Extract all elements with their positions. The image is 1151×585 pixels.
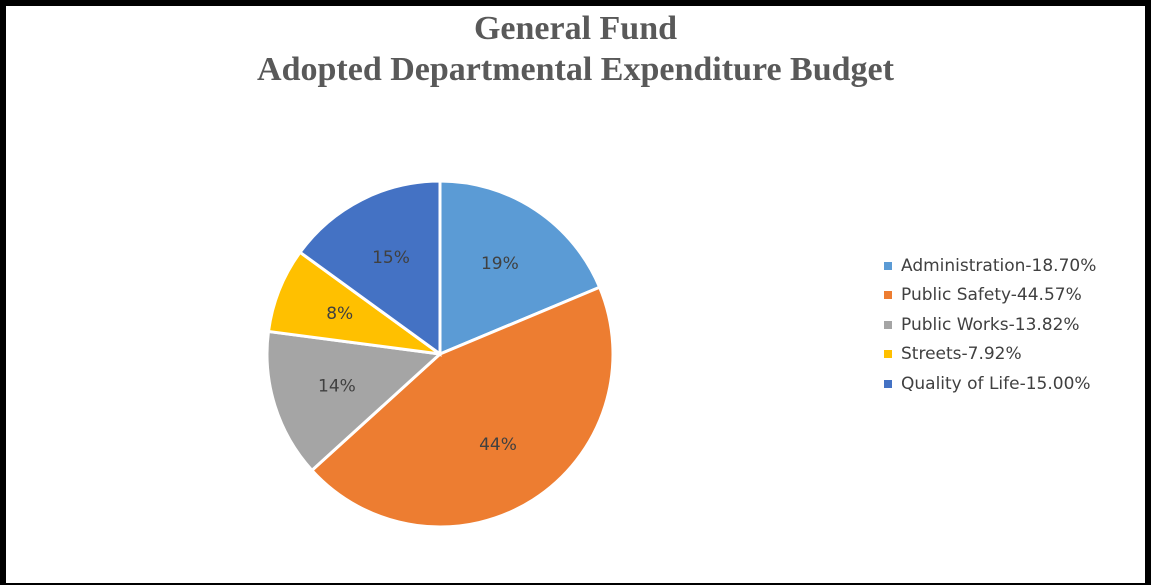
legend-swatch	[884, 261, 892, 270]
data-label-public-safety: 44%	[479, 435, 517, 455]
legend-swatch	[884, 320, 892, 329]
legend-item-administration: Administration-18.70%	[884, 251, 1096, 281]
chart-title-line-2: Adopted Departmental Expenditure Budget	[257, 51, 894, 88]
legend-label: Public Safety-44.57%	[901, 285, 1082, 306]
legend-item-quality-of-life: Quality of Life-15.00%	[884, 369, 1096, 399]
pie-slice-public-safety	[309, 285, 615, 529]
pie-slice-quality-of-life	[297, 179, 442, 357]
legend-item-public-works: Public Works-13.82%	[884, 310, 1096, 340]
legend-swatch	[884, 291, 892, 300]
legend-swatch	[884, 350, 892, 359]
legend-label: Streets-7.92%	[901, 344, 1022, 365]
chart-title: General Fund Adopted Departmental Expend…	[0, 8, 1151, 90]
legend-label: Administration-18.70%	[901, 255, 1097, 276]
legend-item-public-safety: Public Safety-44.57%	[884, 281, 1096, 311]
data-label-quality-of-life: 15%	[372, 248, 410, 268]
chart-title-line-1: General Fund	[473, 10, 678, 47]
data-label-streets: 8%	[326, 304, 353, 324]
data-label-administration: 19%	[481, 254, 519, 274]
pie-slice-public-works	[265, 329, 444, 473]
legend-label: Public Works-13.82%	[901, 314, 1080, 335]
legend-swatch	[884, 379, 892, 388]
legend-label: Quality of Life-15.00%	[901, 373, 1091, 394]
chart-legend: Administration-18.70% Public Safety-44.57…	[884, 251, 1096, 399]
data-label-public-works: 14%	[318, 376, 356, 396]
pie-slice-administration	[438, 179, 602, 357]
legend-item-streets: Streets-7.92%	[884, 340, 1096, 370]
